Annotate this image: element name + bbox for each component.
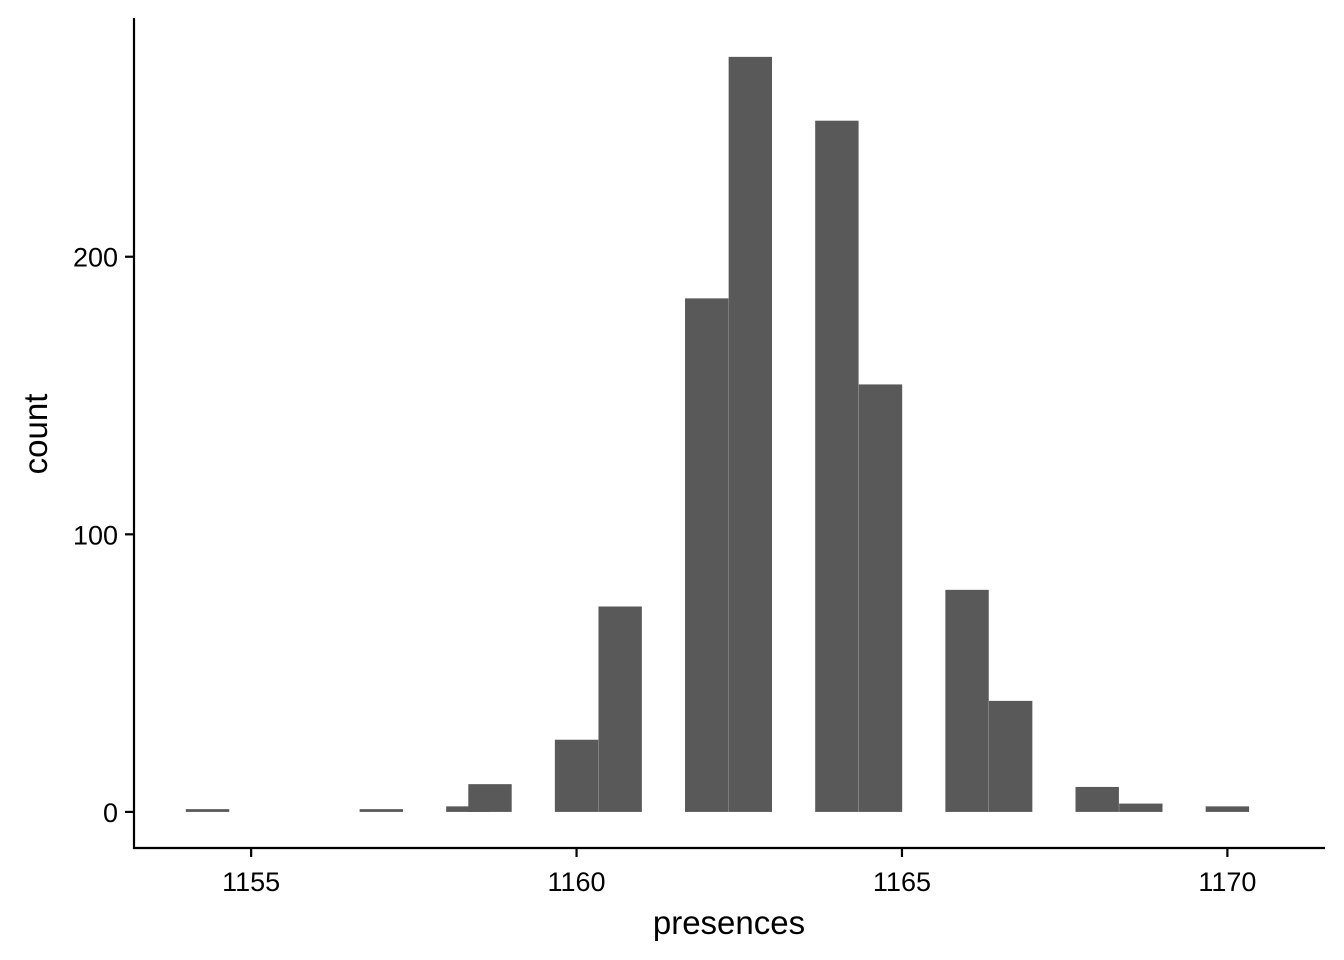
histogram-bar — [468, 784, 512, 812]
x-tick-label: 1165 — [873, 867, 931, 897]
x-tick-label: 1155 — [222, 867, 280, 897]
y-tick-label: 200 — [73, 243, 118, 273]
histogram-bar — [1075, 786, 1119, 812]
histogram-bar — [1205, 806, 1250, 812]
x-axis-ticks: 1155 1160 1165 1170 — [222, 848, 1256, 897]
histogram-bar — [858, 384, 903, 812]
histogram-bar — [446, 806, 490, 812]
histogram-bar — [359, 809, 404, 812]
y-tick-label: 0 — [103, 798, 118, 828]
bars-layer — [185, 56, 1250, 812]
y-tick-label: 100 — [73, 520, 118, 550]
histogram-bar — [685, 298, 729, 812]
histogram-bar — [185, 809, 230, 812]
y-axis-ticks: 0 100 200 — [73, 243, 134, 828]
histogram-bar — [815, 120, 859, 812]
histogram-bar — [728, 56, 773, 812]
histogram-bar — [1119, 803, 1163, 812]
histogram-bar — [598, 606, 642, 812]
y-axis-title: count — [17, 394, 54, 475]
histogram-bar — [988, 700, 1033, 812]
histogram-bar — [945, 589, 989, 812]
histogram-bar — [554, 739, 599, 812]
x-tick-label: 1170 — [1198, 867, 1256, 897]
x-axis-title: presences — [653, 904, 805, 941]
x-tick-label: 1160 — [548, 867, 606, 897]
